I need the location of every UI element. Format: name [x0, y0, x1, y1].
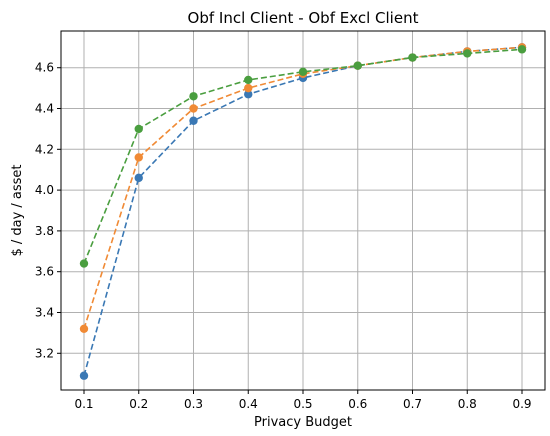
y-tick-label: 3.6 — [35, 265, 54, 279]
x-tick-label: 0.8 — [458, 397, 477, 411]
data-point — [189, 92, 198, 101]
x-axis-label: Privacy Budget — [254, 415, 352, 430]
series-layer — [79, 43, 527, 380]
grid — [61, 31, 545, 390]
data-point — [79, 371, 89, 380]
data-point — [79, 324, 89, 334]
x-tick-label: 0.3 — [184, 397, 203, 411]
x-tick-label: 0.2 — [129, 397, 148, 411]
data-point — [134, 153, 143, 162]
x-tick-label: 0.5 — [293, 397, 312, 411]
y-tick-label: 3.4 — [35, 305, 54, 319]
data-point — [244, 90, 253, 99]
x-tick-label: 0.1 — [74, 397, 93, 411]
data-point — [463, 49, 472, 58]
x-tick-label: 0.9 — [512, 397, 531, 411]
data-point — [189, 104, 198, 113]
y-tick-label: 3.8 — [35, 224, 54, 238]
data-point — [134, 173, 143, 183]
y-tick-label: 4.6 — [35, 61, 54, 75]
x-tick-label: 0.6 — [348, 397, 367, 411]
ticks: 0.1 0.2 0.3 0.4 0.5 0.6 0.7 0.8 0.9 3.2 3.4 3.6 3.8 4… — [35, 61, 532, 411]
data-point — [189, 116, 198, 125]
series-3 — [79, 45, 527, 268]
chart-title: Obf Incl Client - Obf Excl Client — [188, 9, 419, 27]
x-tick-label: 0.7 — [403, 397, 422, 411]
data-point — [408, 53, 417, 62]
y-tick-label: 4.0 — [35, 183, 54, 197]
data-point — [353, 61, 362, 70]
data-point — [134, 124, 143, 134]
series-line — [83, 46, 523, 330]
y-tick-label: 4.2 — [35, 142, 54, 156]
data-point — [298, 67, 308, 76]
y-tick-label: 3.2 — [35, 346, 54, 360]
y-axis-label: $ / day / asset — [10, 164, 25, 256]
data-point — [79, 259, 89, 268]
series-line — [83, 48, 523, 264]
data-point — [244, 75, 253, 85]
x-tick-label: 0.4 — [239, 397, 258, 411]
y-tick-label: 4.4 — [35, 102, 54, 116]
data-point — [244, 83, 253, 93]
data-point — [517, 45, 527, 54]
